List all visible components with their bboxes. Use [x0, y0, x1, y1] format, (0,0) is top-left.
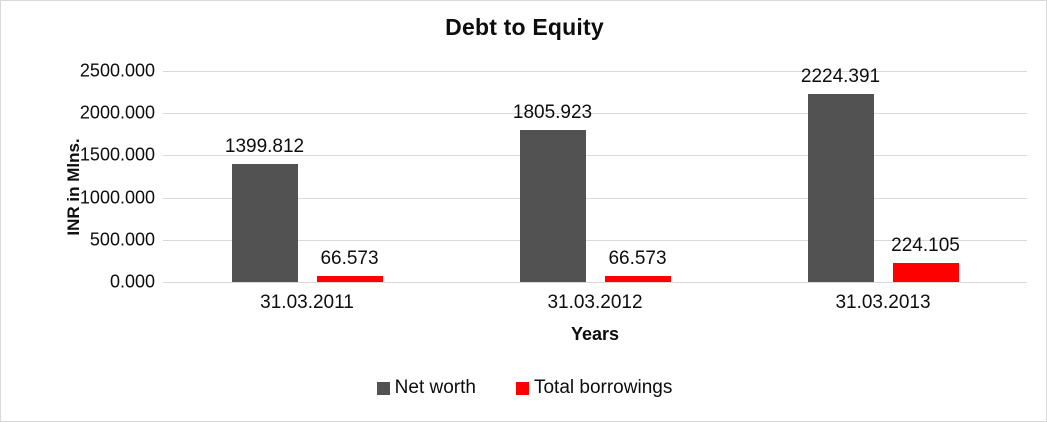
gridline: [163, 239, 1027, 241]
bar-net-worth[interactable]: [231, 163, 298, 282]
y-axis-tick-label: 2500.000: [79, 60, 155, 81]
bar-value-label: 2224.391: [800, 66, 881, 88]
legend-label: Total borrowings: [533, 377, 673, 398]
bar-value-label: 66.573: [608, 248, 667, 270]
y-axis-tick-label: 1500.000: [79, 144, 155, 165]
legend-swatch-icon: [376, 381, 390, 395]
chart-legend: Net worth Total borrowings: [1, 377, 1046, 399]
bar-value-label: 224.105: [891, 235, 960, 257]
y-axis-tick-label: 2000.000: [79, 102, 155, 123]
bar-value-label: 66.573: [320, 248, 379, 270]
bar-value-label: 1805.923: [512, 101, 593, 123]
legend-swatch-icon: [515, 381, 529, 395]
x-axis-title: Years: [570, 324, 620, 344]
bar-value-label: 1399.812: [224, 135, 305, 157]
chart-title: Debt to Equity: [445, 14, 604, 40]
bar-net-worth[interactable]: [519, 129, 586, 282]
bar-total-borrowings[interactable]: [892, 263, 959, 282]
legend-item-total-borrowings[interactable]: Total borrowings: [515, 377, 673, 399]
bar-net-worth[interactable]: [807, 94, 874, 282]
legend-label: Net worth: [394, 377, 476, 398]
gridline: [163, 197, 1027, 199]
x-axis-category-label: 31.03.2013: [835, 292, 931, 313]
gridline: [163, 282, 1027, 283]
gridline: [163, 155, 1027, 157]
bar-total-borrowings[interactable]: [316, 276, 383, 282]
y-axis-tick-label: 1000.000: [79, 187, 155, 208]
legend-item-net-worth[interactable]: Net worth: [376, 377, 476, 399]
bar-total-borrowings[interactable]: [604, 276, 671, 282]
x-axis-category-label: 31.03.2011: [260, 292, 354, 313]
plot-area: [163, 71, 1027, 283]
x-axis-category-label: 31.03.2012: [547, 292, 643, 313]
y-axis-tick-label: 0.000: [109, 271, 155, 292]
gridline: [163, 71, 1027, 72]
gridline: [163, 113, 1027, 115]
y-axis-tick-label: 500.000: [89, 229, 155, 250]
